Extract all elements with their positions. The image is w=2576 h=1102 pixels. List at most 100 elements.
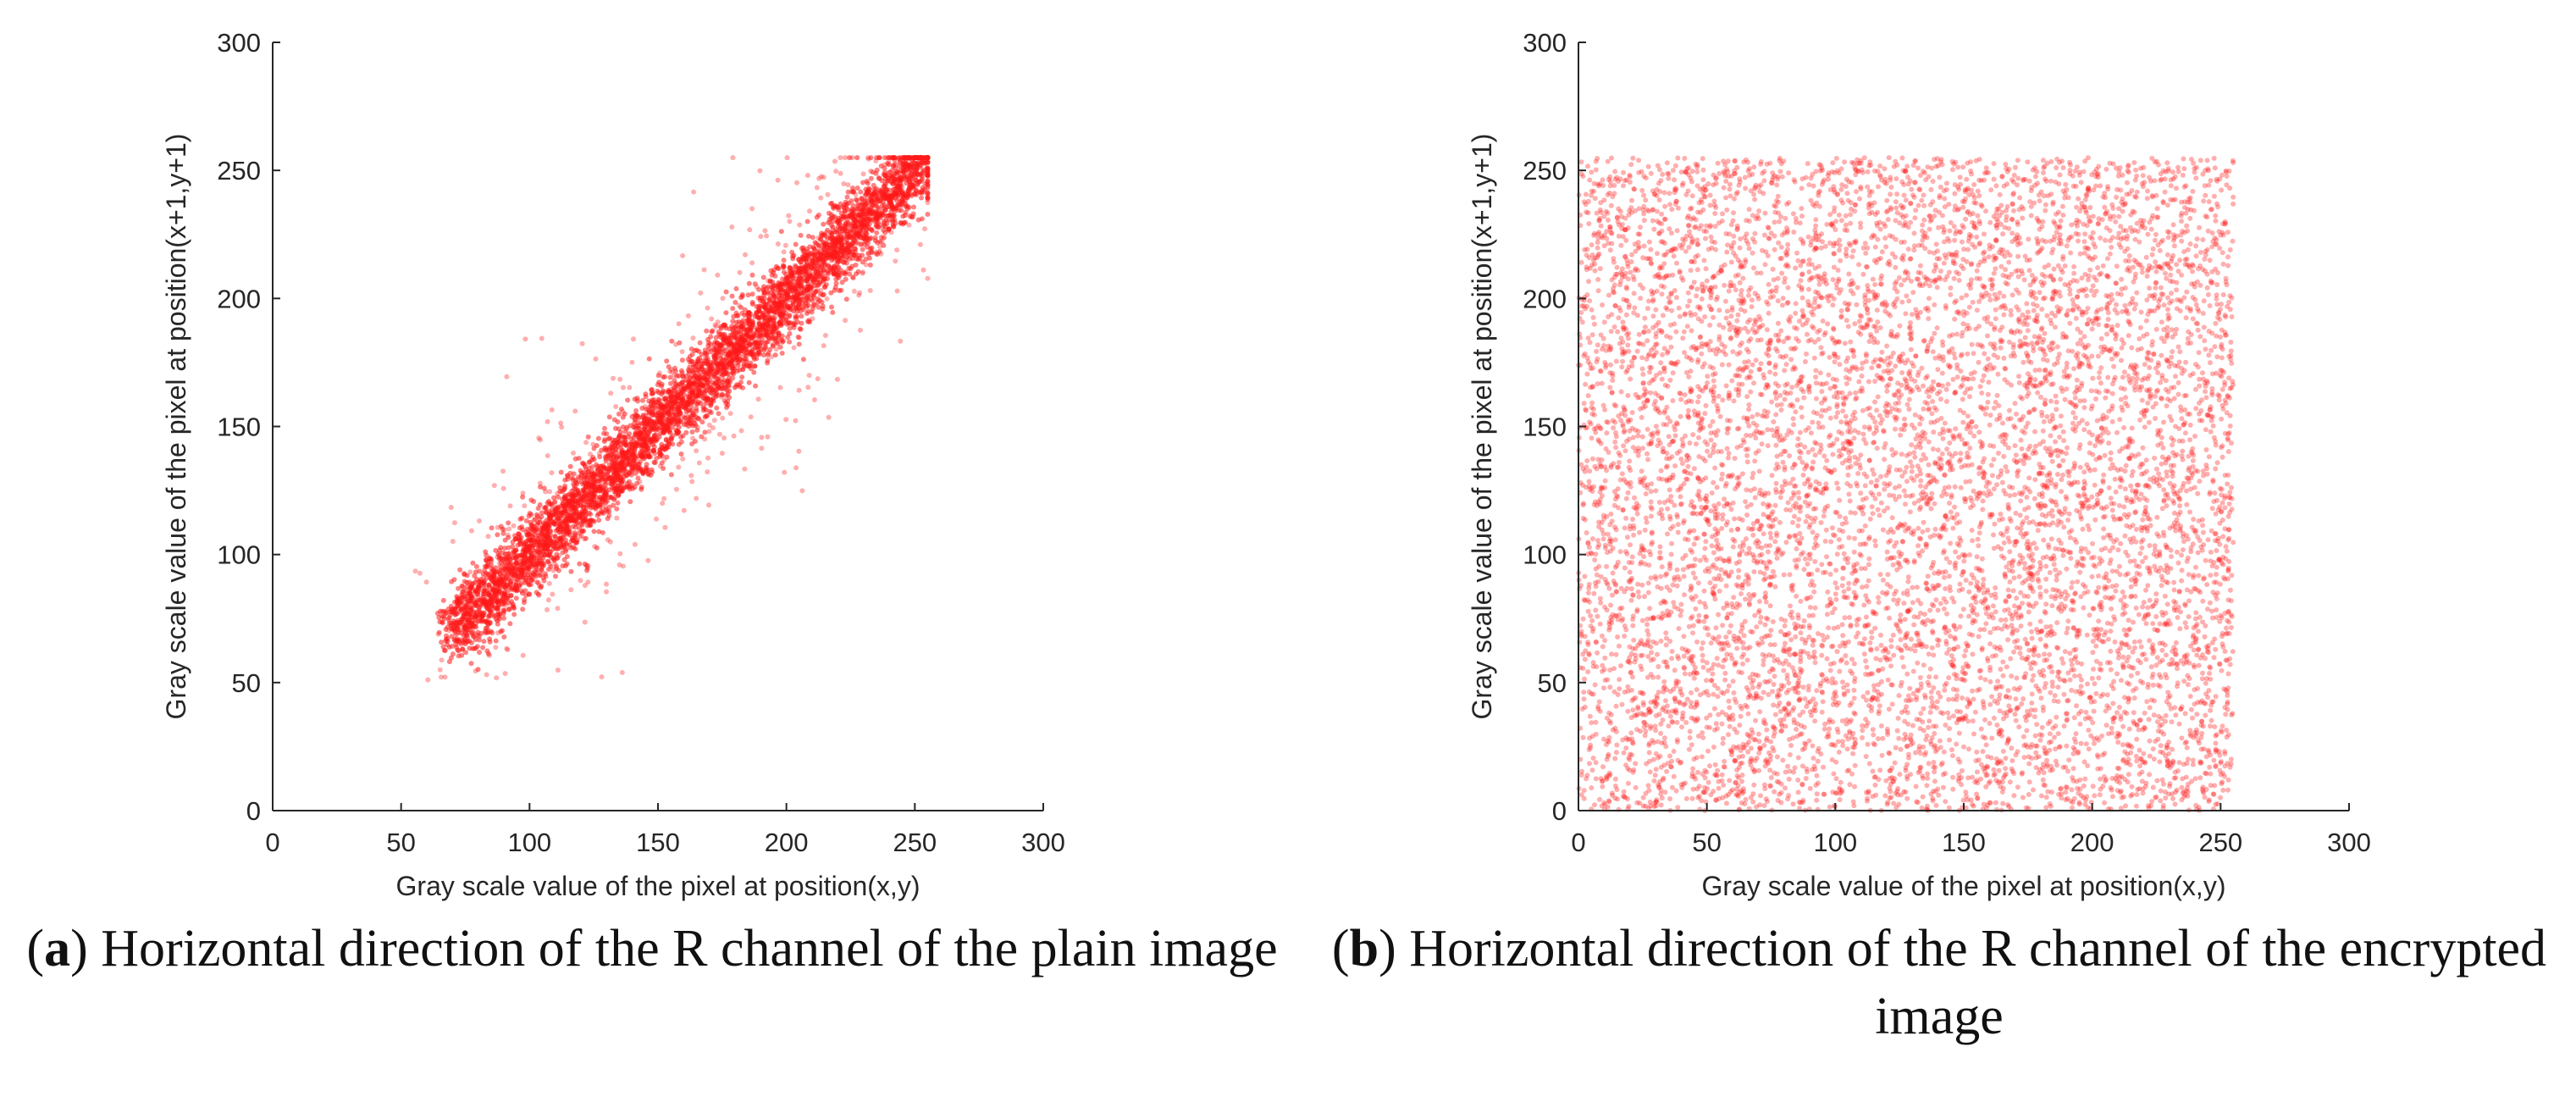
data-point (628, 435, 634, 441)
data-point (633, 417, 638, 423)
data-point (515, 542, 521, 548)
data-point (558, 469, 564, 475)
data-point (512, 549, 517, 555)
data-point (706, 385, 712, 390)
data-point (468, 528, 474, 534)
data-point (503, 554, 509, 560)
data-point (667, 386, 673, 392)
data-point (744, 346, 749, 352)
data-point (747, 227, 753, 233)
data-point (539, 553, 544, 559)
data-point (828, 290, 834, 296)
data-point (667, 368, 673, 374)
data-point (837, 155, 843, 161)
data-point (874, 155, 880, 161)
data-point (603, 490, 608, 496)
data-point (708, 390, 714, 396)
data-point (885, 175, 891, 181)
data-point (798, 259, 804, 265)
data-point (473, 645, 478, 651)
data-point (491, 483, 497, 489)
data-point (661, 466, 666, 471)
data-point (639, 405, 645, 411)
data-point (776, 290, 782, 296)
data-point (705, 469, 710, 475)
data-point (606, 487, 612, 493)
data-point (678, 435, 684, 440)
data-point (791, 345, 797, 351)
data-point (723, 310, 729, 316)
data-point (507, 621, 513, 627)
data-point (875, 240, 881, 246)
data-point (547, 562, 553, 568)
data-point (560, 542, 566, 548)
data-point (696, 385, 702, 390)
data-point (751, 334, 757, 340)
data-point (771, 308, 777, 314)
data-point (645, 446, 650, 451)
data-point (534, 579, 540, 585)
data-point (467, 645, 473, 651)
data-point (441, 616, 447, 622)
data-point (638, 466, 644, 472)
data-point (771, 293, 777, 299)
data-point (541, 485, 547, 491)
data-point (570, 490, 576, 496)
data-point (865, 180, 871, 186)
data-point (843, 296, 849, 302)
data-point (799, 313, 804, 319)
data-point (871, 182, 876, 188)
data-point (605, 516, 611, 522)
data-point (705, 455, 711, 461)
data-point (536, 435, 542, 441)
data-point (764, 233, 770, 239)
data-point (536, 583, 542, 589)
data-point (537, 480, 543, 486)
data-point (452, 629, 457, 634)
data-point (787, 219, 793, 224)
data-point (581, 505, 586, 511)
data-point (552, 507, 558, 513)
data-point (619, 670, 625, 675)
data-point (639, 448, 645, 454)
data-point (502, 671, 508, 677)
data-point (567, 463, 573, 469)
data-point (831, 236, 837, 242)
data-point (830, 224, 836, 230)
data-point (804, 246, 810, 252)
data-point (494, 675, 500, 681)
data-point (591, 529, 597, 534)
data-point (783, 417, 789, 423)
data-point (463, 650, 468, 656)
data-point (727, 354, 732, 360)
data-point (766, 335, 772, 341)
data-point (513, 595, 519, 601)
data-point (468, 640, 474, 645)
data-point (689, 400, 694, 406)
data-point (751, 357, 757, 362)
data-point (651, 424, 657, 429)
data-point (616, 411, 622, 417)
data-point (919, 195, 924, 201)
data-point (868, 155, 874, 161)
data-point (826, 219, 832, 225)
data-point (746, 379, 752, 385)
data-point (804, 287, 810, 293)
data-point (841, 181, 847, 186)
data-point (740, 324, 746, 329)
data-point (520, 559, 526, 564)
data-point (561, 557, 567, 562)
data-point (822, 333, 828, 338)
data-point (825, 191, 831, 197)
data-point (451, 520, 457, 526)
data-point (875, 252, 881, 258)
data-point (520, 567, 526, 573)
data-point (804, 173, 810, 178)
data-point (493, 645, 499, 651)
data-point (477, 650, 482, 656)
data-point (468, 661, 474, 667)
data-point (818, 195, 824, 201)
data-point (805, 296, 811, 302)
data-point (620, 424, 626, 430)
data-point (617, 475, 623, 480)
